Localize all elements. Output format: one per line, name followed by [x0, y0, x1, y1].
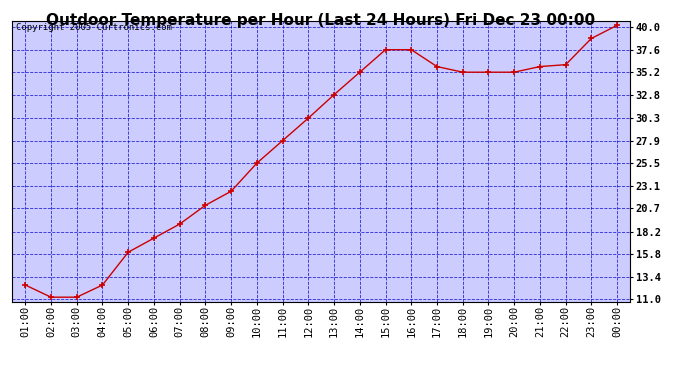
Text: Copyright 2005 Curtronics.com: Copyright 2005 Curtronics.com [15, 23, 171, 33]
Text: Outdoor Temperature per Hour (Last 24 Hours) Fri Dec 23 00:00: Outdoor Temperature per Hour (Last 24 Ho… [46, 13, 595, 28]
